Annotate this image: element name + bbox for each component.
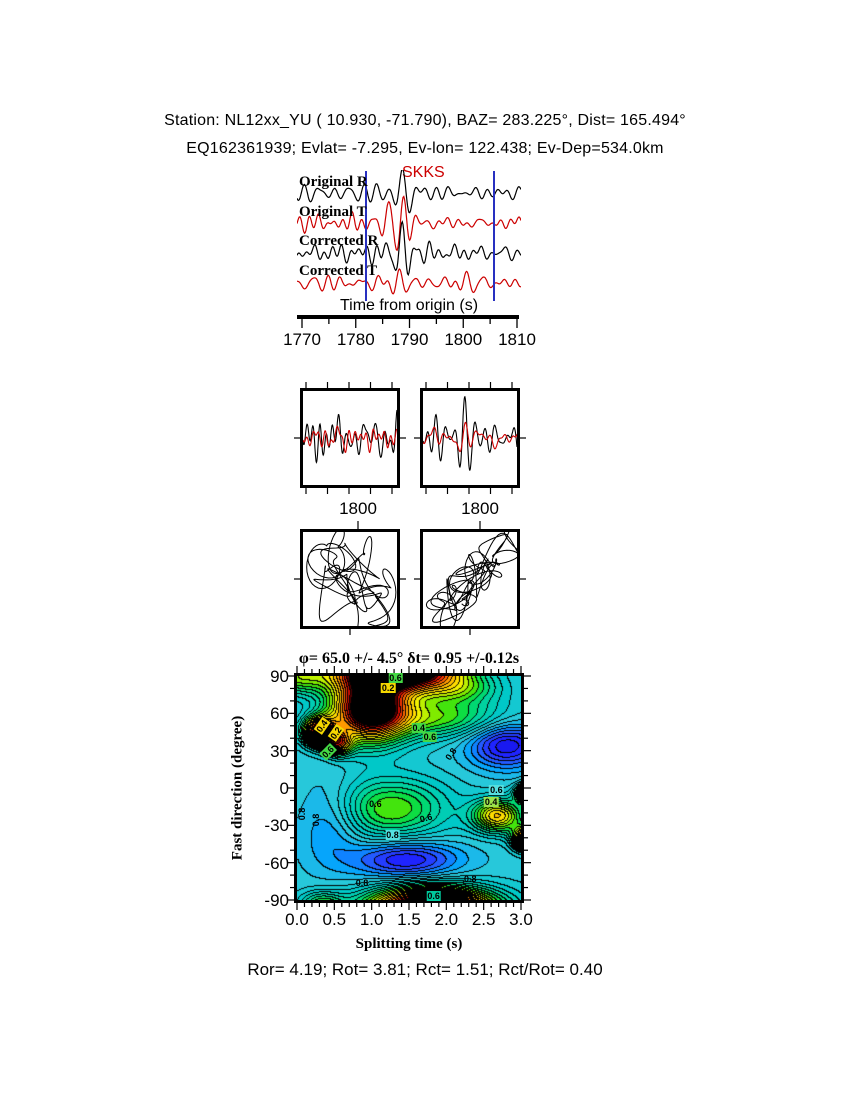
- phase-label-skks: SKKS: [402, 164, 445, 181]
- particle-motion-curve: [425, 532, 517, 626]
- contour-y-tick-label: -30: [264, 816, 289, 836]
- contour-x-tick-label: 2.5: [471, 910, 496, 929]
- contour-value-label: 0.8: [297, 807, 308, 821]
- trace-label-original-r: Original R: [299, 174, 368, 190]
- contour-x-tick-label: 0.0: [285, 910, 309, 929]
- ratio-footer: Ror= 4.19; Rot= 3.81; Rct= 1.51; Rct/Rot…: [247, 960, 603, 979]
- time-tick-label: 1770: [283, 330, 321, 349]
- contour-value-label: 0.8: [355, 877, 369, 888]
- contour-y-tick-label: -60: [264, 853, 289, 873]
- contour-y-tick-label: 90: [270, 667, 289, 686]
- particle-motion-plot-right: [425, 532, 517, 626]
- contour-value-label: 0.4: [411, 723, 426, 734]
- contour-value-label: 0.2: [380, 683, 396, 694]
- time-axis-line: [297, 315, 519, 319]
- zoom-trace-red: [423, 421, 517, 453]
- time-tick-label: 1800: [444, 330, 483, 349]
- contour-title: φ= 65.0 +/- 4.5° δt= 0.95 +/-0.12s: [298, 650, 520, 667]
- contour-y-tick-label: -90: [264, 891, 289, 910]
- time-axis-label: Time from origin (s): [339, 297, 479, 314]
- zoom-tick-label: 1800: [339, 499, 377, 518]
- contour-y-tick-label: 0: [279, 779, 289, 798]
- contour-xlabel: Splitting time (s): [355, 936, 463, 952]
- time-tick-label: 1780: [336, 330, 375, 349]
- event-header-line2: EQ162361939; Evlat= -7.295, Ev-lon= 122.…: [186, 140, 664, 157]
- contour-value-label: 0.6: [369, 799, 382, 810]
- seismogram-trace-0: [297, 170, 521, 214]
- contour-y-tick-label: 60: [270, 704, 289, 724]
- trace-label-corrected-r: Corrected R: [299, 233, 379, 249]
- window-start-line: [365, 171, 367, 301]
- window-end-line: [493, 171, 495, 301]
- contour-value-label: 0.4: [483, 796, 499, 807]
- trace-label-corrected-t: Corrected T: [299, 263, 378, 279]
- contour-x-tick-label: 2.0: [434, 910, 459, 929]
- contour-value-label: 0.6: [388, 673, 403, 684]
- contour-ylabel: Fast direction (degree): [229, 715, 246, 861]
- zoom-tick-label: 1800: [461, 499, 499, 518]
- misfit-contour-map: [297, 676, 521, 900]
- contour-value-label: 0.8: [463, 873, 477, 884]
- contour-value-label: 0.8: [311, 814, 322, 827]
- zoom-waveform-plot-left: [303, 409, 397, 464]
- zoom-trace-black: [423, 395, 517, 471]
- time-tick-label: 1790: [390, 330, 429, 349]
- best-fit-star-marker: ★: [359, 697, 376, 718]
- particle-motion-plot-left: [306, 532, 397, 626]
- contour-x-tick-label: 1.5: [397, 910, 421, 929]
- contour-x-tick-label: 0.5: [322, 910, 347, 929]
- trace-label-original-t: Original T: [299, 204, 367, 220]
- time-tick-label: 1810: [498, 330, 536, 349]
- contour-x-tick-label: 3.0: [509, 910, 533, 929]
- seismogram-trace-1: [297, 195, 521, 252]
- seismogram-trace-2: [297, 220, 521, 277]
- zoom-waveform-plot-right: [423, 395, 517, 471]
- contour-value-label: 0.6: [489, 785, 504, 796]
- zoom-trace-red: [303, 425, 397, 454]
- contour-y-tick-label: 30: [270, 741, 289, 761]
- seismogram-traces-plot: [297, 170, 521, 295]
- contour-value-label: 0.6: [422, 731, 438, 742]
- contour-x-tick-label: 1.0: [359, 910, 384, 929]
- contour-value-label: 0.8: [385, 830, 400, 841]
- zoom-trace-black: [303, 409, 397, 464]
- zoom-waveform-box-right: [420, 388, 520, 488]
- contour-frame: [294, 673, 524, 903]
- contour-value-label: 0.6: [426, 891, 441, 902]
- seismogram-trace-3: [297, 268, 521, 295]
- station-header-line1: Station: NL12xx_YU ( 10.930, -71.790), B…: [164, 112, 686, 129]
- particle-motion-curve: [306, 532, 397, 626]
